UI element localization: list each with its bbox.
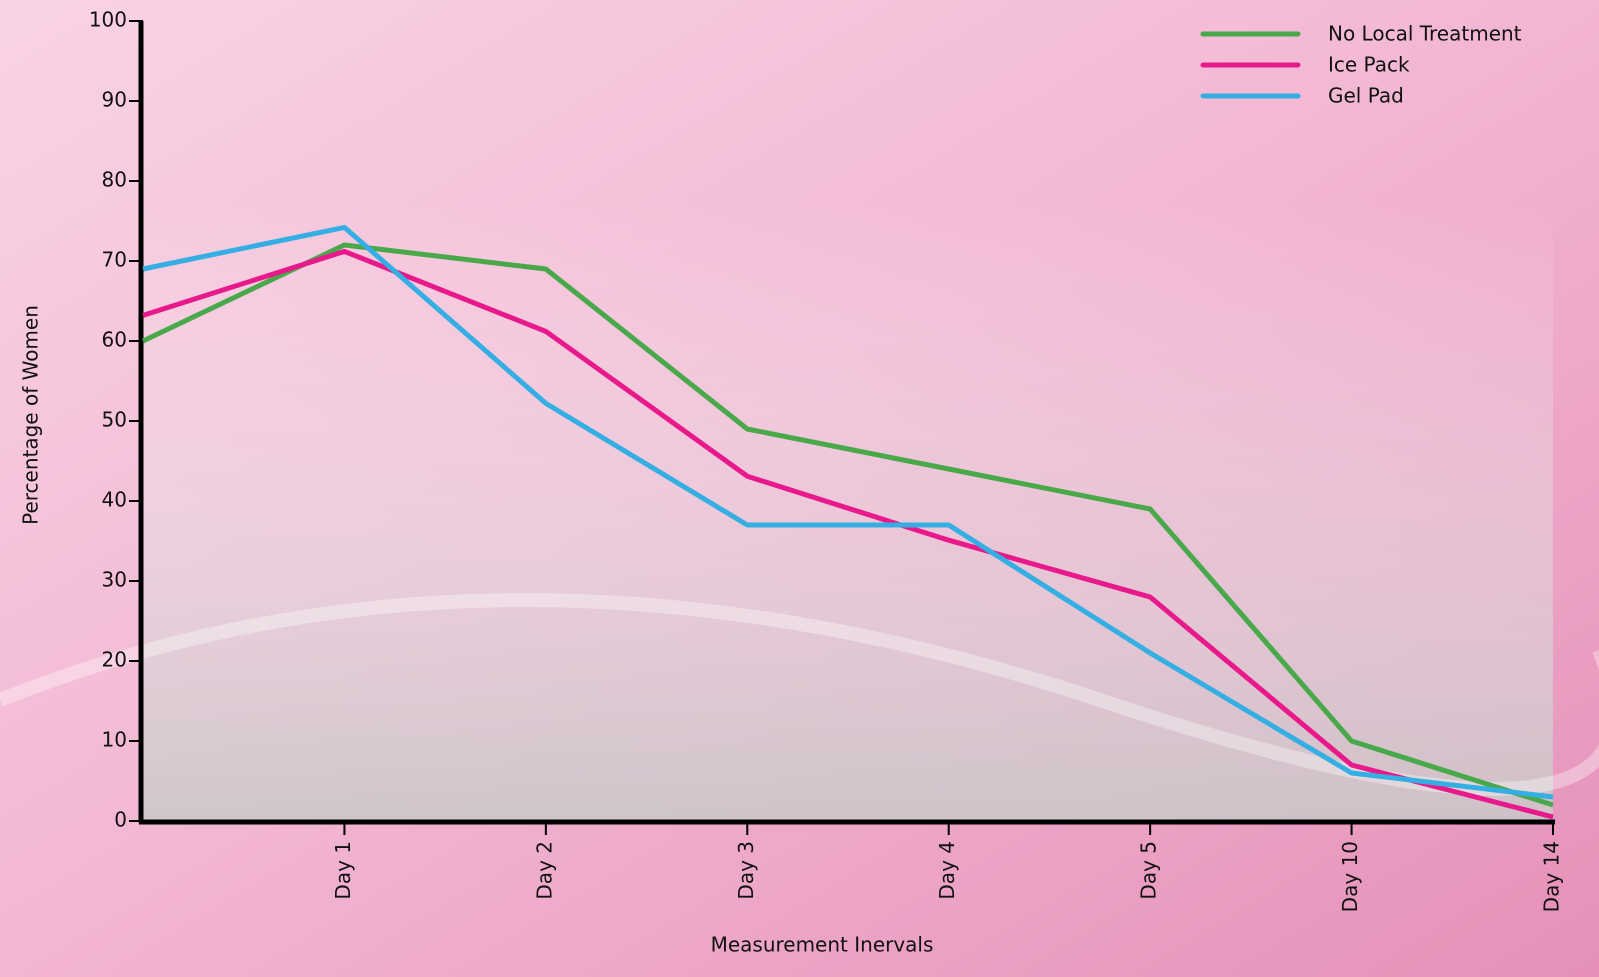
y-tick-label: 10	[102, 728, 127, 752]
series-line	[142, 248, 1554, 820]
y-tick-label: 60	[102, 328, 127, 352]
y-tick-label: 90	[102, 88, 127, 112]
y-tick-label: 20	[102, 648, 127, 672]
x-tick-label: Day 14	[1540, 841, 1564, 912]
x-tick-label: Day 3	[734, 841, 758, 900]
x-axis-label: Measurement Inervals	[711, 933, 934, 957]
y-tick-label: 0	[114, 808, 127, 832]
legend-label: Ice Pack	[1328, 53, 1410, 77]
y-tick-label: 30	[102, 568, 127, 592]
legend-label: Gel Pad	[1328, 84, 1404, 108]
x-tick-label: Day 4	[935, 841, 959, 900]
y-tick-label: 50	[102, 408, 127, 432]
legend-label: No Local Treatment	[1328, 22, 1522, 46]
y-tick-label: 40	[102, 488, 127, 512]
series-line	[142, 224, 1554, 800]
x-tick-label: Day 2	[532, 841, 556, 900]
x-tick-label: Day 1	[331, 841, 355, 900]
y-tick-label: 100	[89, 8, 127, 32]
y-axis-label: Percentage of Women	[19, 305, 43, 525]
x-tick-label: Day 5	[1137, 841, 1161, 900]
y-tick-label: 80	[102, 168, 127, 192]
series-line	[141, 242, 1554, 808]
y-tick-label: 70	[102, 248, 127, 272]
x-tick-label: Day 10	[1338, 841, 1362, 912]
decoration	[0, 593, 1599, 796]
